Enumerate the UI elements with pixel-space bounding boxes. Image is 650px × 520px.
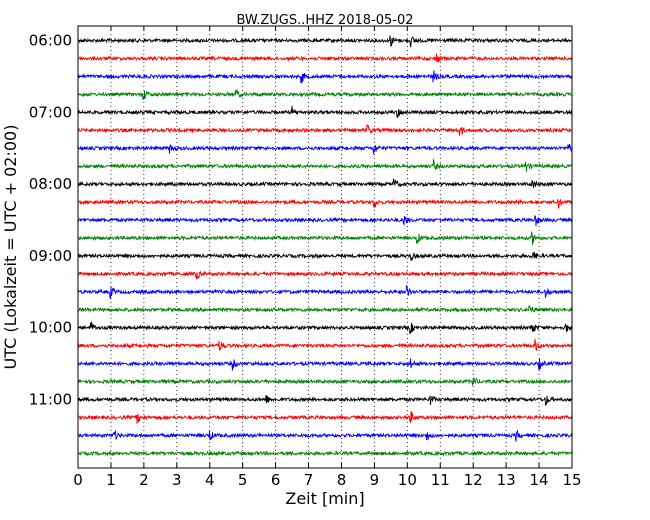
trace-line: [77, 377, 573, 386]
y-tick-label: 08:00: [29, 175, 72, 193]
x-axis-label: Zeit [min]: [285, 489, 364, 508]
trace-line: [77, 411, 573, 424]
x-tick-label: 6: [271, 471, 281, 489]
x-tick-label: 11: [431, 471, 450, 489]
trace-line: [77, 35, 573, 48]
trace-line: [77, 450, 573, 457]
trace-line: [77, 394, 573, 406]
trace-line: [77, 429, 573, 442]
trace-line: [77, 214, 573, 227]
trace-line: [77, 53, 573, 63]
trace-line: [77, 178, 573, 188]
trace-line: [77, 305, 573, 314]
trace-line: [77, 89, 573, 101]
x-tick-label: 8: [337, 471, 347, 489]
x-tick-label: 2: [139, 471, 149, 489]
y-tick-label: 09:00: [29, 247, 72, 265]
x-tick-label: 12: [464, 471, 483, 489]
y-tick-label: 11:00: [29, 391, 72, 409]
trace-line: [77, 198, 573, 209]
trace-line: [77, 105, 573, 118]
y-axis-ticks: 06:00 07:00 08:00 09:00 10:00 11:00: [29, 32, 572, 409]
x-tick-label: 7: [304, 471, 314, 489]
x-tick-label: 3: [172, 471, 182, 489]
chart-title: BW.ZUGS..HHZ 2018-05-02: [236, 13, 413, 28]
y-tick-label: 10:00: [29, 319, 72, 337]
trace-line: [77, 358, 573, 371]
trace-group: [77, 35, 573, 457]
plot-frame: [77, 25, 573, 469]
x-tick-label: 10: [398, 471, 417, 489]
x-tick-label: 14: [530, 471, 549, 489]
trace-line: [77, 123, 573, 136]
x-tick-label: 5: [238, 471, 248, 489]
x-tick-label: 15: [562, 471, 581, 489]
x-tick-label: 9: [370, 471, 380, 489]
trace-line: [77, 284, 573, 299]
trace-line: [77, 251, 573, 261]
trace-line: [77, 144, 573, 155]
x-tick-label: 4: [205, 471, 215, 489]
y-tick-label: 06:00: [29, 32, 72, 50]
trace-line: [77, 270, 573, 280]
trace-line: [77, 231, 573, 245]
x-tick-label: 0: [73, 471, 83, 489]
trace-line: [77, 70, 573, 84]
trace-line: [77, 321, 573, 335]
x-tick-label: 1: [106, 471, 116, 489]
trace-line: [77, 338, 573, 351]
y-axis-label: UTC (Lokalzeit = UTC + 02:00): [1, 125, 20, 370]
y-tick-label: 07:00: [29, 103, 72, 121]
vertical-grid: [110, 26, 540, 468]
trace-line: [77, 158, 573, 172]
x-axis-ticks: 0 1 2 3 4 5 6 7 8 9 10 11 12 13 14 15: [73, 26, 582, 489]
x-tick-label: 13: [497, 471, 516, 489]
